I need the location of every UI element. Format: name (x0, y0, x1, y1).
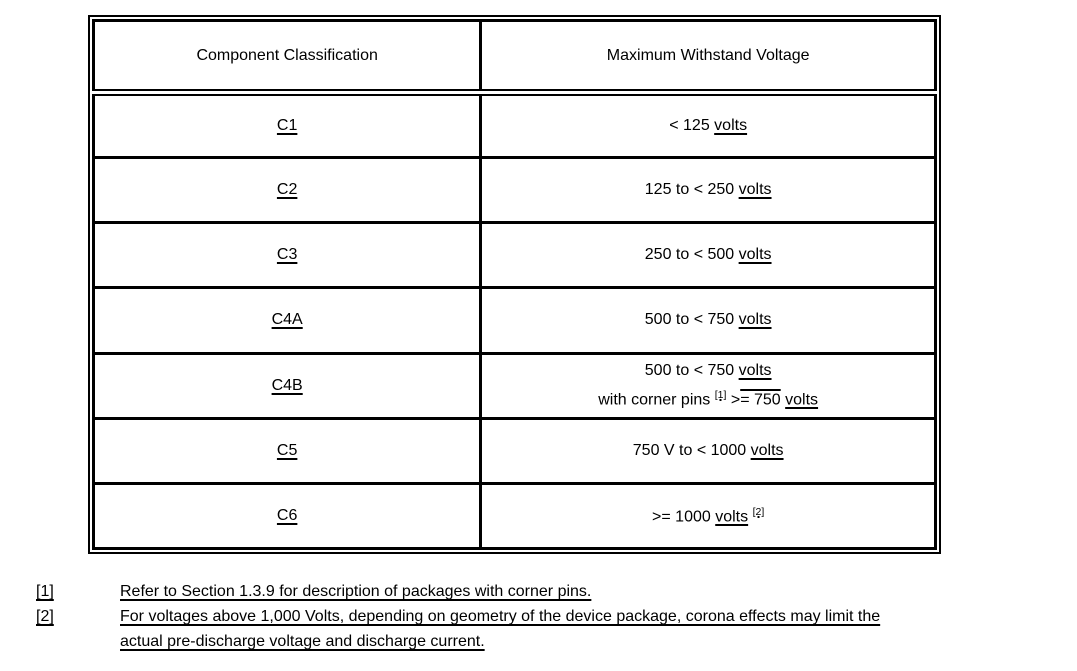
header-component-classification: Component Classification (91, 19, 483, 96)
voltage-unit: volts (715, 508, 749, 526)
voltage-unit: volts (785, 391, 819, 409)
voltage-text: < 125 (669, 117, 715, 135)
table-row-c1: C1 < 125 volts (91, 90, 937, 160)
voltage-cell: 750 V to < 1000 volts (479, 416, 937, 485)
table-row-c4b: C4B 500 to < 750 volts with corner pins … (91, 351, 937, 420)
table-row-c3: C3 250 to < 500 volts (91, 221, 937, 290)
classification-label: C3 (276, 246, 298, 264)
header-maximum-withstand-voltage: Maximum Withstand Voltage (479, 19, 937, 96)
classification-label: C5 (276, 441, 298, 459)
voltage-line-1: 500 to < 750 volts (488, 359, 928, 383)
classification-cell: C3 (91, 221, 483, 290)
footnote-ref-2: [2] (752, 505, 765, 518)
table-row-c4a: C4A 500 to < 750 volts (91, 286, 937, 355)
classification-cell: C6 (91, 481, 483, 551)
voltage-unit: volts (738, 181, 772, 199)
voltage-cell: 500 to < 750 volts (479, 286, 937, 355)
voltage-text: 250 to < 500 (644, 246, 739, 264)
classification-cell: C4A (91, 286, 483, 355)
voltage-unit: volts (738, 246, 772, 264)
voltage-text: 750 V to < 1000 (632, 441, 751, 459)
classification-cell: C5 (91, 416, 483, 485)
voltage-text: 500 to < 750 (644, 361, 739, 379)
footnote-ref-1: [1] (714, 388, 727, 401)
classification-label: C2 (276, 181, 298, 199)
voltage-cell: 250 to < 500 volts (479, 221, 937, 290)
withstand-voltage-table-frame: Component Classification Maximum Withsta… (88, 15, 941, 554)
footnotes: [1] Refer to Section 1.3.9 for descripti… (36, 579, 880, 654)
voltage-cell: >= 1000 volts [2] (479, 481, 937, 551)
voltage-unit: volts (750, 441, 784, 459)
table-row-c2: C2 125 to < 250 volts (91, 156, 937, 225)
footnote-2-marker: [2] (36, 608, 54, 625)
table-row-c5: C5 750 V to < 1000 volts (91, 416, 937, 485)
classification-label: C1 (276, 117, 298, 135)
footnote-1-marker: [1] (36, 583, 54, 600)
withstand-voltage-table: Component Classification Maximum Withsta… (91, 19, 937, 551)
classification-cell: C1 (91, 90, 483, 160)
classification-label: C4A (271, 311, 303, 329)
classification-cell: C2 (91, 156, 483, 225)
classification-label: C6 (276, 506, 298, 524)
voltage-text: >= 1000 (652, 508, 716, 526)
footnote-1-text: Refer to Section 1.3.9 for description o… (120, 583, 592, 600)
voltage-unit: volts (738, 361, 772, 379)
voltage-text: 500 to < 750 (644, 311, 739, 329)
voltage-unit: volts (714, 117, 748, 135)
voltage-line-2: with corner pins [1] >= 750 volts (488, 383, 928, 412)
voltage-cell: 500 to < 750 volts with corner pins [1] … (479, 351, 937, 420)
footnote-2: [2] For voltages above 1,000 Volts, depe… (36, 604, 880, 654)
voltage-text: 125 to < 250 (644, 181, 739, 199)
table-row-c6: C6 >= 1000 volts [2] (91, 481, 937, 551)
voltage-cell: 125 to < 250 volts (479, 156, 937, 225)
classification-cell: C4B (91, 351, 483, 420)
voltage-cell: < 125 volts (479, 90, 937, 160)
footnote-1: [1] Refer to Section 1.3.9 for descripti… (36, 579, 880, 604)
classification-label: C4B (271, 376, 303, 394)
footnote-2-text: For voltages above 1,000 Volts, dependin… (120, 608, 881, 650)
voltage-text: > (726, 391, 741, 409)
voltage-text: with corner pins (598, 391, 715, 409)
voltage-text-overlined: = 750 (740, 391, 781, 409)
header-row: Component Classification Maximum Withsta… (91, 19, 937, 96)
voltage-unit: volts (738, 311, 772, 329)
